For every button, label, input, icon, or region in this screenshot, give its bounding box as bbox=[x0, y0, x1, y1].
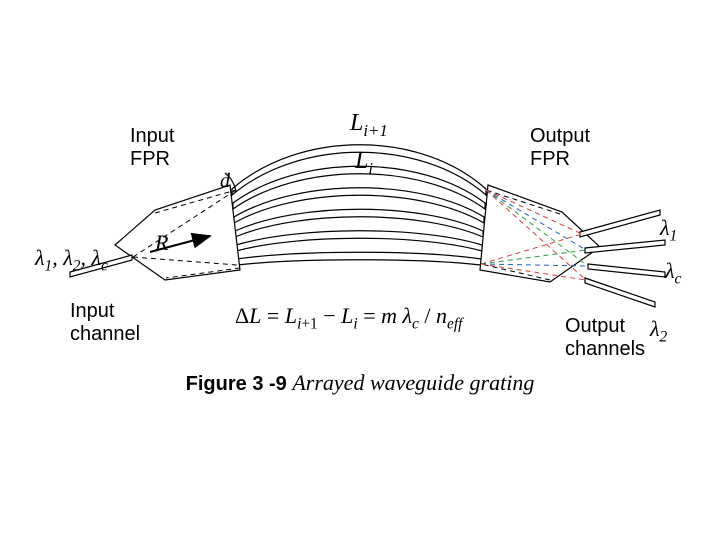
label-lambdac: λc bbox=[665, 258, 681, 288]
label-lambda-in: λ1, λ2, λc bbox=[35, 245, 108, 275]
label-equation: ΔL = Li+1 − Li = m λc / neff bbox=[235, 303, 462, 333]
label-lambda2: λ2 bbox=[650, 316, 667, 346]
label-input-channel: Inputchannel bbox=[70, 300, 140, 346]
caption-text: Arrayed waveguide grating bbox=[292, 370, 534, 395]
label-output-fpr: OutputFPR bbox=[530, 125, 590, 171]
label-R: R bbox=[155, 230, 168, 256]
caption-number: Figure 3 -9 bbox=[186, 373, 293, 395]
label-input-fpr: InputFPR bbox=[130, 125, 174, 171]
label-Li: Li bbox=[355, 148, 373, 179]
label-Li1: Li+1 bbox=[350, 110, 388, 141]
label-d: d bbox=[220, 170, 230, 193]
figure-caption: Figure 3 -9 Arrayed waveguide grating bbox=[0, 370, 720, 396]
figure-canvas: InputFPR OutputFPR Inputchannel Outputch… bbox=[0, 0, 720, 540]
label-lambda1: λ1 bbox=[660, 215, 677, 245]
label-output-channels: Outputchannels bbox=[565, 315, 645, 361]
